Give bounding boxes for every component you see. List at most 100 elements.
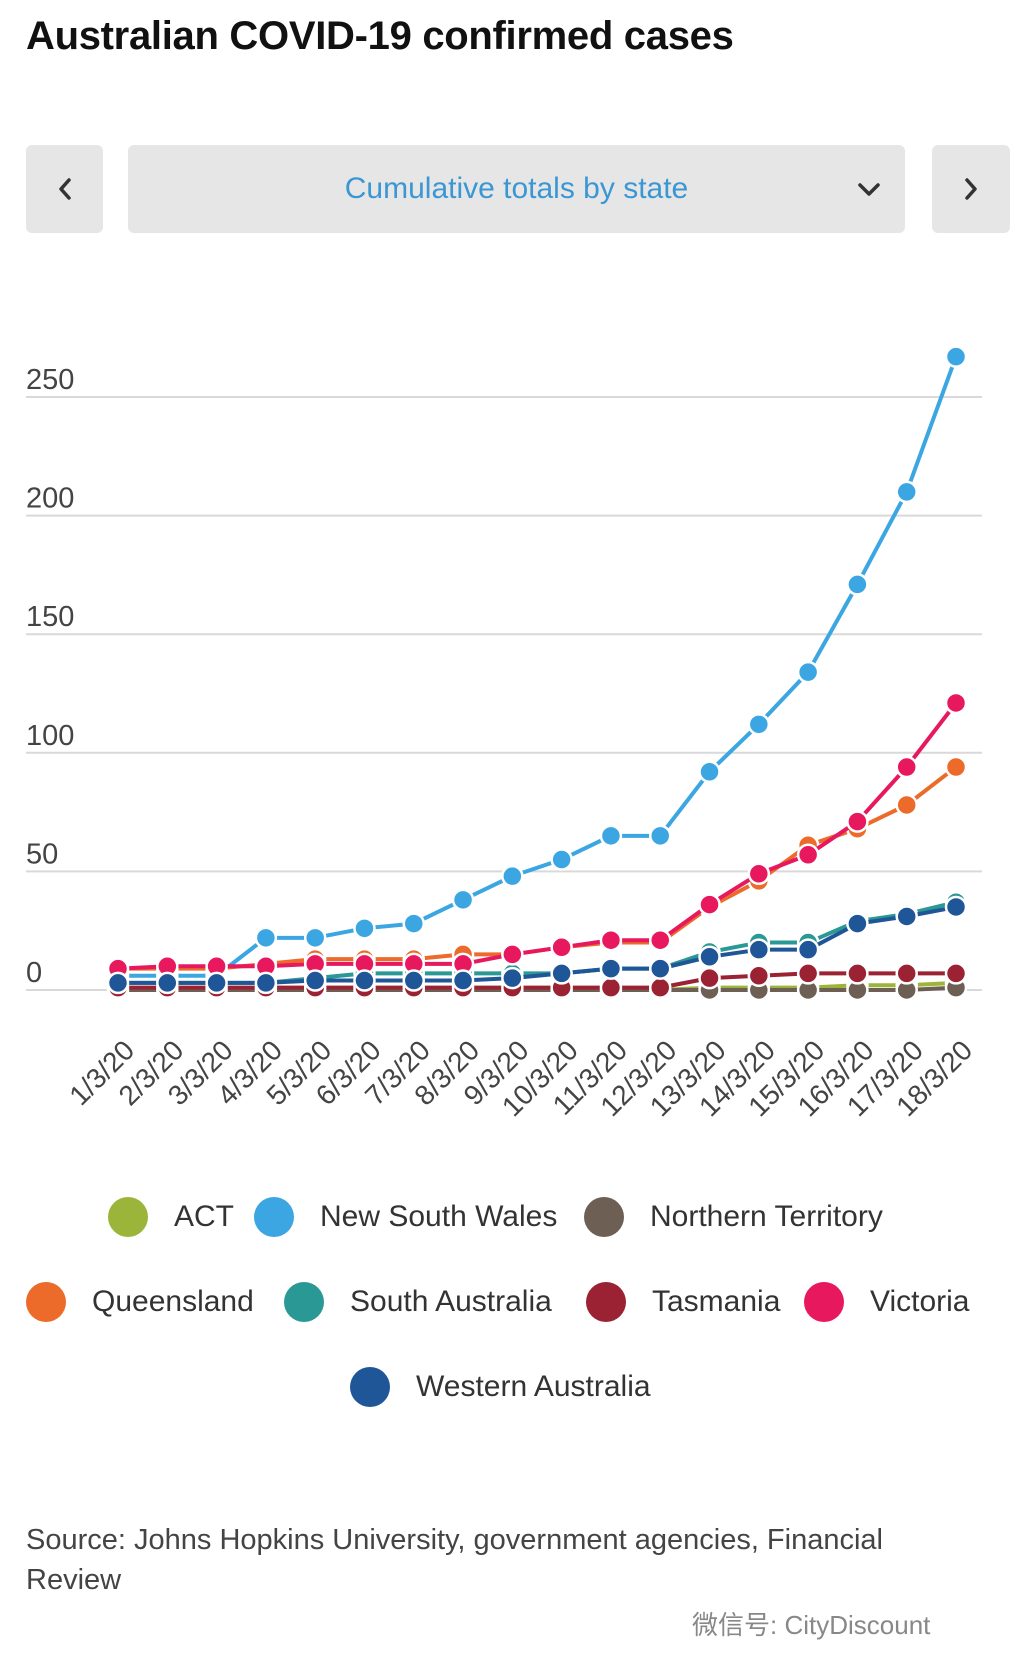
legend-item-western-australia[interactable]: Western Australia (350, 1362, 651, 1412)
data-point[interactable] (254, 926, 278, 950)
data-point[interactable] (303, 969, 327, 992)
data-point[interactable] (698, 893, 721, 916)
series-south-australia (106, 890, 968, 995)
y-tick-label: 250 (26, 364, 74, 396)
y-tick-label: 200 (26, 483, 74, 515)
legend-swatch (804, 1282, 844, 1322)
chevron-left-icon (58, 178, 71, 200)
data-point[interactable] (944, 895, 968, 919)
legend-item-queensland[interactable]: Queensland (26, 1277, 254, 1327)
data-point[interactable] (747, 713, 771, 736)
data-point[interactable] (846, 912, 869, 935)
legend-label: Western Australia (416, 1370, 651, 1403)
legend-item-tasmania[interactable]: Tasmania (586, 1277, 780, 1327)
legend-swatch (26, 1282, 66, 1322)
source-note: Source: Johns Hopkins University, govern… (26, 1524, 883, 1596)
chevron-down-icon (858, 183, 880, 196)
legend-label: Tasmania (652, 1285, 781, 1318)
data-point[interactable] (599, 928, 623, 952)
data-point[interactable] (106, 971, 130, 995)
legend-swatch (108, 1197, 148, 1237)
series-line (118, 900, 957, 985)
data-point[interactable] (944, 962, 968, 985)
data-point[interactable] (402, 969, 426, 992)
data-point[interactable] (796, 938, 820, 961)
data-point[interactable] (402, 912, 426, 935)
data-point[interactable] (599, 957, 623, 980)
y-tick-label: 50 (26, 838, 58, 870)
data-point[interactable] (451, 888, 475, 912)
data-point[interactable] (796, 660, 820, 684)
data-point[interactable] (648, 957, 672, 980)
data-point[interactable] (353, 917, 376, 940)
legend-item-victoria[interactable]: Victoria (804, 1277, 970, 1327)
data-point[interactable] (205, 971, 228, 995)
data-point[interactable] (698, 966, 721, 990)
data-point[interactable] (747, 964, 771, 988)
line-chart: 0 50 100 150 200 250 1/3/202/3/203/3/204/3/20… (26, 345, 982, 1122)
data-point[interactable] (550, 936, 573, 959)
y-tick-label: 0 (26, 957, 42, 989)
chart-view-selector[interactable]: Cumulative totals by state (128, 145, 905, 233)
series-new-south-wales (106, 345, 968, 988)
data-point[interactable] (451, 969, 475, 992)
previous-chart-button[interactable] (26, 145, 103, 233)
data-point[interactable] (648, 928, 672, 952)
legend-swatch (584, 1197, 624, 1237)
legend-label: New South Wales (320, 1200, 558, 1233)
series-line (118, 355, 958, 978)
data-point[interactable] (254, 971, 278, 995)
legend-label: Queensland (92, 1285, 254, 1318)
data-point[interactable] (303, 926, 327, 950)
legend-swatch (284, 1282, 324, 1322)
data-point[interactable] (501, 943, 524, 966)
data-point[interactable] (944, 691, 968, 715)
y-tick-label: 100 (26, 720, 74, 752)
next-chart-button[interactable] (932, 145, 1010, 233)
data-point[interactable] (550, 848, 573, 871)
chart-title: Australian COVID-19 confirmed cases (26, 14, 734, 58)
data-point[interactable] (796, 843, 820, 867)
legend-item-northern-territory[interactable]: Northern Territory (584, 1192, 883, 1242)
legend-label: South Australia (350, 1285, 552, 1318)
data-point[interactable] (796, 962, 820, 985)
data-point[interactable] (846, 962, 869, 985)
legend-swatch (586, 1282, 626, 1322)
data-point[interactable] (895, 905, 918, 928)
data-point[interactable] (747, 938, 771, 961)
data-point[interactable] (846, 810, 869, 833)
legend-label: Victoria (870, 1285, 970, 1318)
data-point[interactable] (599, 976, 623, 999)
legend-label: Northern Territory (650, 1200, 883, 1233)
data-point[interactable] (944, 345, 968, 368)
data-point[interactable] (648, 976, 672, 999)
data-point[interactable] (353, 969, 376, 992)
legend-swatch (254, 1197, 294, 1237)
legend-item-new-south-wales[interactable]: New South Wales (254, 1192, 557, 1242)
selector-label: Cumulative totals by state (344, 172, 689, 205)
y-tick-label: 150 (26, 601, 74, 633)
legend-label: ACT (174, 1200, 234, 1233)
data-point[interactable] (698, 945, 721, 969)
data-point[interactable] (501, 864, 524, 888)
legend-item-act[interactable]: ACT (108, 1192, 234, 1242)
data-point[interactable] (156, 971, 179, 995)
grid (26, 396, 982, 991)
data-point[interactable] (550, 962, 573, 985)
y-axis-ticks: 0 50 100 150 200 250 (26, 364, 74, 989)
data-point[interactable] (895, 755, 918, 779)
series-lines (106, 345, 968, 1002)
data-point[interactable] (698, 760, 721, 784)
data-point[interactable] (648, 824, 672, 848)
watermark: 微信号: CityDiscount (692, 1610, 931, 1640)
data-point[interactable] (895, 480, 918, 504)
data-point[interactable] (944, 755, 968, 779)
data-point[interactable] (501, 966, 524, 990)
legend-item-south-australia[interactable]: South Australia (284, 1277, 552, 1327)
data-point[interactable] (895, 962, 918, 985)
data-point[interactable] (599, 824, 623, 848)
data-point[interactable] (747, 862, 771, 886)
data-point[interactable] (846, 573, 869, 596)
data-point[interactable] (895, 793, 918, 817)
series-western-australia (106, 895, 968, 995)
